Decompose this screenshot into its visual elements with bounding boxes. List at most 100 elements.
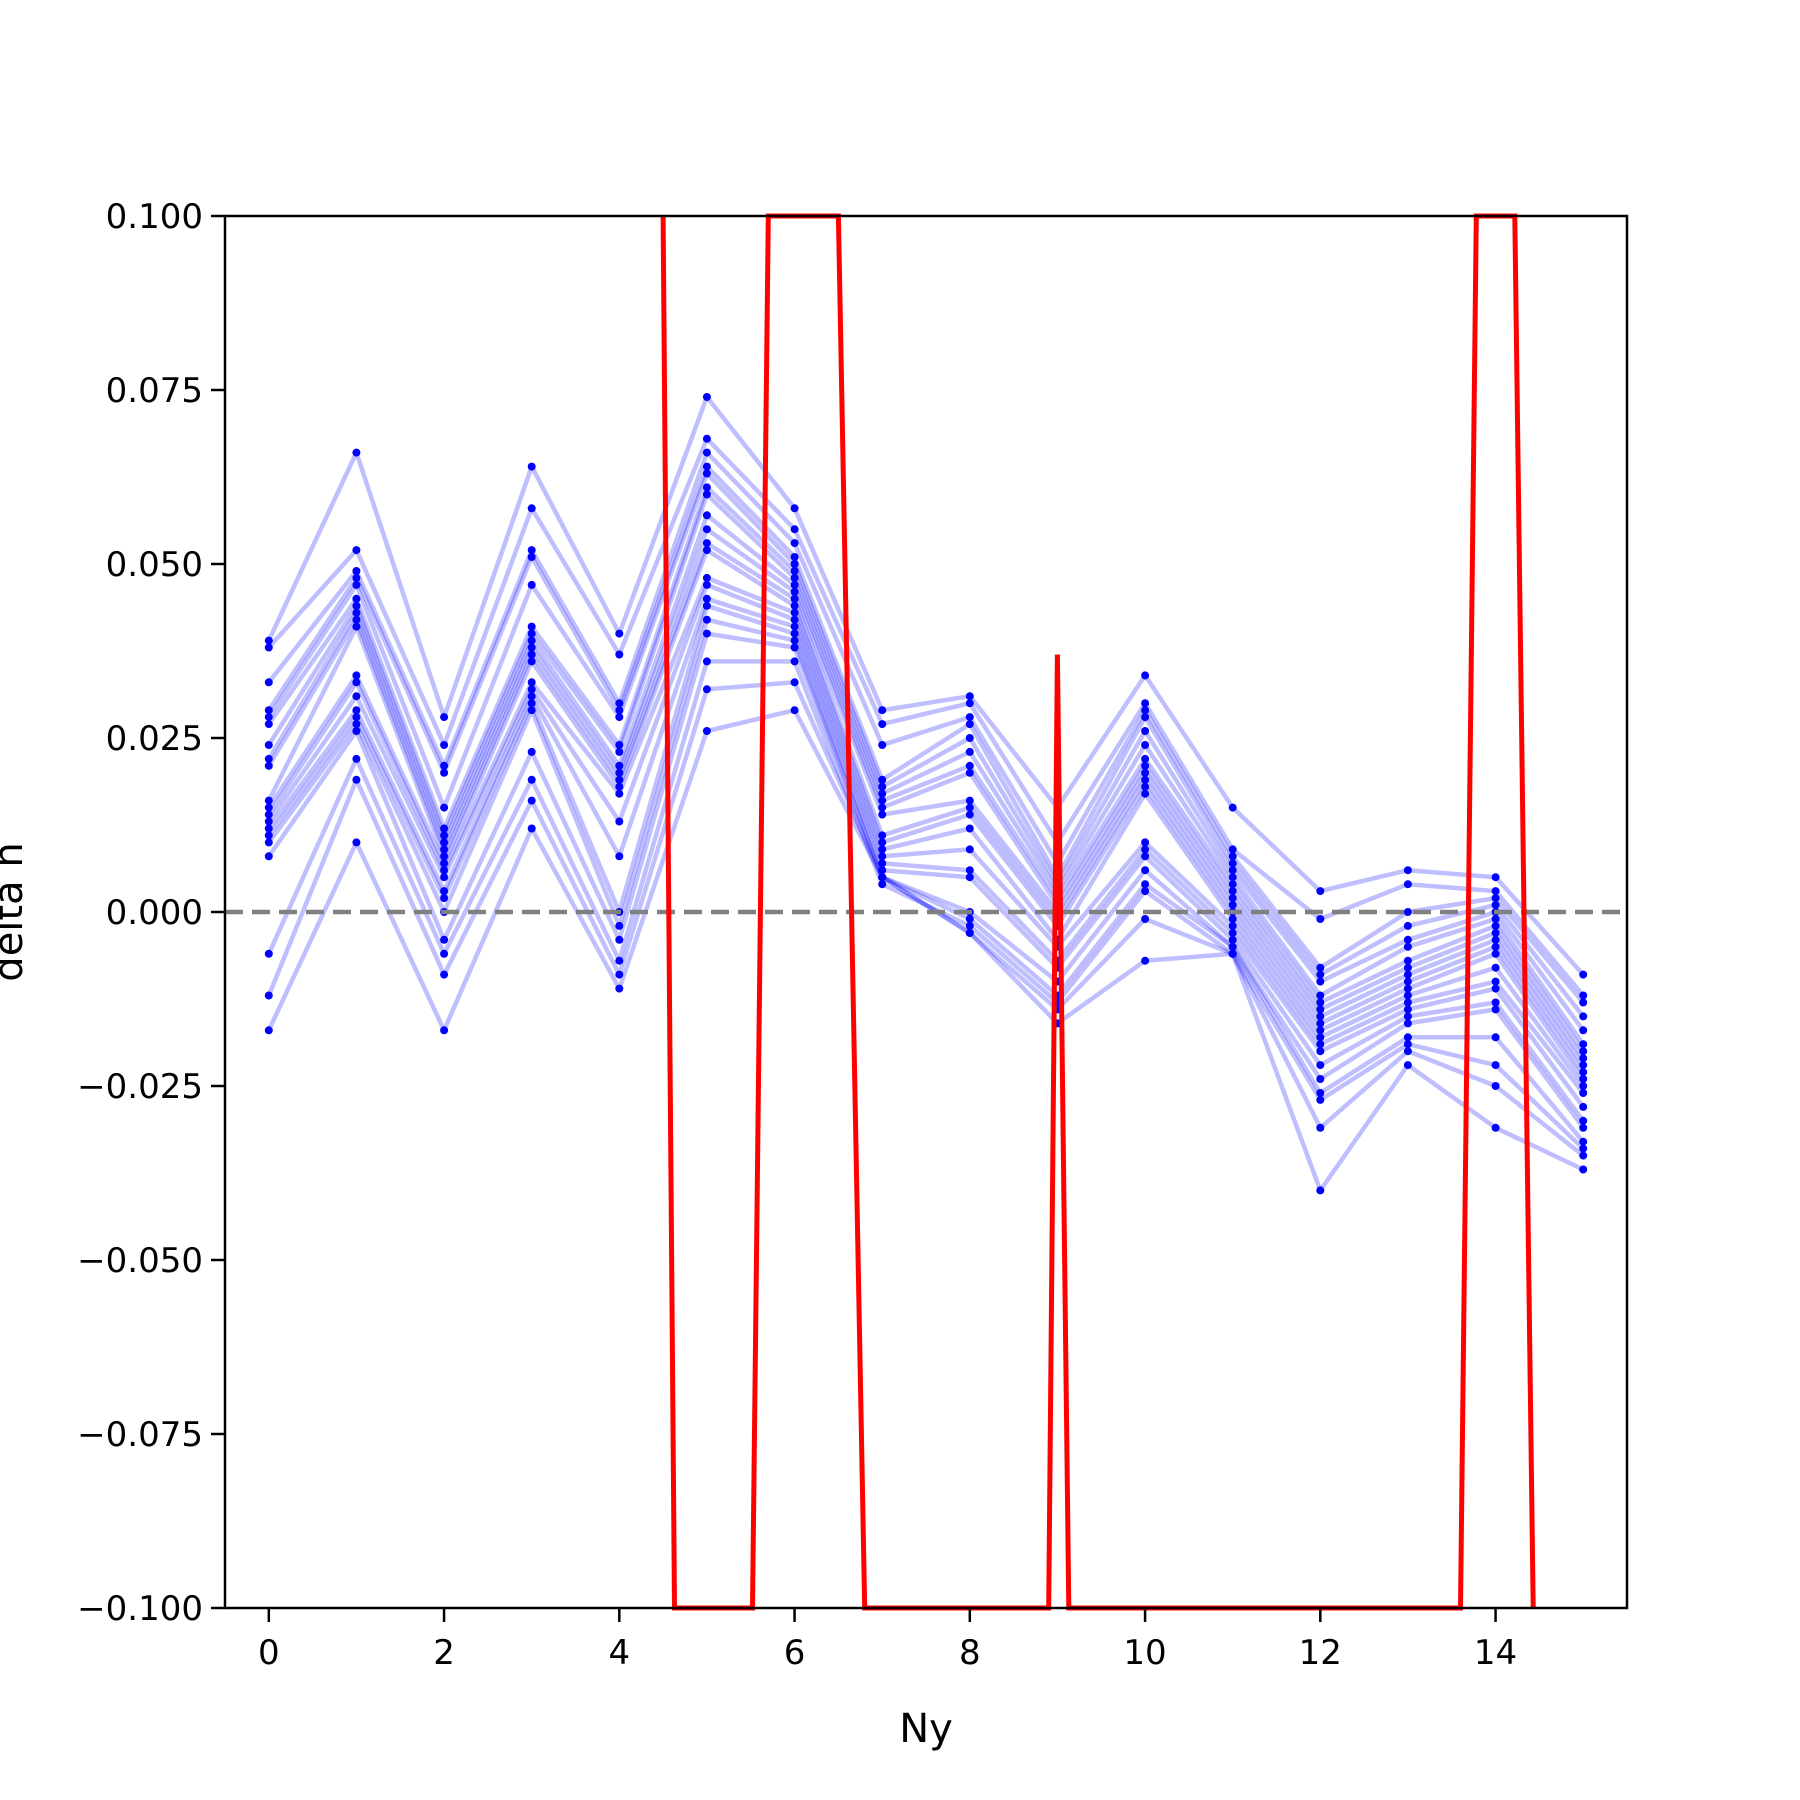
- series-17-point: [1403, 1033, 1412, 1042]
- series-10-point: [1228, 901, 1237, 909]
- series-14-point: [264, 824, 273, 833]
- series-18-point: [440, 949, 449, 958]
- series-8-point: [878, 803, 887, 812]
- series-13-point: [790, 615, 799, 624]
- series-15-point: [702, 601, 711, 610]
- series-4-point: [440, 768, 449, 777]
- series-14-point: [1228, 928, 1237, 937]
- series-6-point: [1403, 942, 1412, 951]
- series-1-point: [1491, 873, 1500, 882]
- x-tick-label: 14: [1474, 1633, 1517, 1673]
- series-17-point: [1228, 942, 1237, 951]
- series-5-point: [790, 560, 799, 568]
- series-19-point: [352, 775, 361, 784]
- series-12-point: [1141, 789, 1150, 798]
- series-1-point: [1316, 887, 1325, 896]
- series-6-point: [615, 741, 624, 749]
- series-10-point: [1579, 1068, 1588, 1077]
- series-20-point: [615, 984, 624, 993]
- series-20-point: [1141, 956, 1150, 965]
- series-1-point: [527, 462, 536, 471]
- series-4-point: [264, 706, 273, 715]
- series-10-point: [790, 594, 799, 603]
- series-3-point: [615, 699, 624, 708]
- series-4-point: [702, 462, 711, 471]
- series-7-point: [965, 761, 974, 770]
- series-4-point: [1228, 859, 1237, 868]
- series-19-point: [1403, 1047, 1412, 1056]
- series-10-point: [440, 852, 449, 861]
- series-2-point: [1141, 699, 1150, 708]
- series-11-point: [1141, 782, 1150, 791]
- series-11-point: [965, 810, 974, 819]
- series-16-point: [264, 838, 273, 847]
- series-7-point: [1141, 754, 1150, 763]
- series-10-point: [702, 539, 711, 548]
- series-10-point: [965, 803, 974, 812]
- series-2-point: [1491, 887, 1500, 896]
- series-line-4: [266, 464, 1585, 1018]
- series-16-point: [1316, 1075, 1325, 1083]
- x-tick-label: 8: [959, 1633, 981, 1673]
- series-9-point: [965, 796, 974, 805]
- series-10-point: [878, 831, 887, 840]
- series-13-point: [615, 817, 624, 826]
- series-17-point: [264, 852, 273, 861]
- series-line-11: [266, 547, 1586, 1081]
- series-18-point: [1403, 1040, 1412, 1049]
- series-7-point: [1579, 1047, 1588, 1056]
- y-axis-ticks: 0.100 0.075 0.050 0.025 0.000 −0.025 −0.050 −0.…: [77, 197, 225, 1629]
- series-5-point: [615, 713, 624, 722]
- series-14-point: [1579, 1102, 1588, 1111]
- y-axis-title: delta n: [0, 842, 32, 981]
- series-12-point: [1579, 1082, 1588, 1090]
- series-9-point: [1579, 1061, 1588, 1070]
- series-17-point: [1316, 1089, 1325, 1097]
- series-13-point: [1316, 1040, 1325, 1049]
- y-tick-label: −0.075: [77, 1415, 203, 1455]
- series-2-point: [527, 504, 536, 513]
- series-3-point: [1403, 908, 1412, 916]
- series-20-point: [1491, 1123, 1500, 1132]
- series-11-point: [527, 657, 536, 666]
- series-4-point: [352, 573, 361, 582]
- series-18-point: [1141, 887, 1150, 896]
- series-5-point: [1141, 727, 1150, 735]
- series-17-point: [965, 915, 974, 923]
- series-9-point: [264, 761, 273, 770]
- series-15-point: [1403, 1012, 1412, 1021]
- series-9-point: [790, 587, 799, 596]
- series-19-point: [1491, 1082, 1500, 1090]
- series-16-point: [790, 636, 799, 645]
- series-4-point: [615, 706, 624, 715]
- series-3-point: [965, 713, 974, 722]
- series-4-point: [527, 553, 536, 561]
- series-15-point: [1316, 1061, 1325, 1070]
- series-11-point: [264, 803, 273, 812]
- series-20-point: [264, 1026, 273, 1035]
- series-8-point: [352, 608, 361, 617]
- series-5-point: [1316, 977, 1325, 986]
- series-14-point: [878, 859, 887, 868]
- series-17-point: [527, 747, 536, 756]
- series-8-point: [264, 754, 273, 763]
- series-18-point: [878, 880, 887, 889]
- series-20-point: [702, 727, 711, 735]
- series-line-16: [266, 617, 1586, 1130]
- series-9-point: [1491, 935, 1500, 944]
- series-8-point: [1228, 887, 1237, 896]
- series-13-point: [1579, 1089, 1588, 1097]
- series-8-point: [702, 511, 711, 520]
- series-7-point: [790, 573, 799, 582]
- series-18-point: [615, 956, 624, 965]
- series-11-point: [878, 838, 887, 847]
- series-1-point: [1141, 671, 1150, 680]
- series-9-point: [1141, 768, 1150, 777]
- series-8-point: [1316, 1005, 1325, 1014]
- series-9-point: [1228, 894, 1237, 903]
- series-14-point: [1491, 984, 1500, 993]
- series-line-9: [266, 526, 1586, 1067]
- series-10-point: [1141, 775, 1150, 784]
- series-16-point: [527, 706, 536, 715]
